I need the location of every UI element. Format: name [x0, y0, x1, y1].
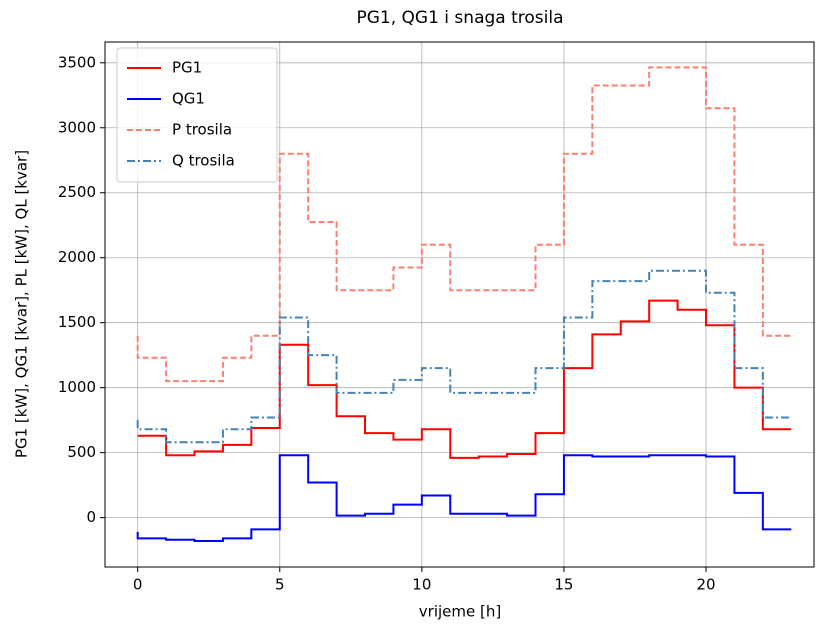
x-tick-label: 20 [696, 576, 715, 594]
y-tick-label: 1000 [58, 378, 96, 396]
y-tick-label: 3500 [58, 53, 96, 71]
y-axis-label: PG1 [kW], QG1 [kvar], PL [kW], QL [kvar] [13, 150, 31, 458]
y-tick-label: 2000 [58, 248, 96, 266]
legend-box [116, 47, 278, 183]
y-tick-label: 0 [86, 508, 96, 526]
x-tick-label: 10 [412, 576, 431, 594]
step-line [136, 454, 792, 543]
legend-label: P trosila [172, 121, 232, 139]
legend-label: QG1 [172, 90, 205, 108]
legend-label: Q trosila [172, 152, 235, 170]
x-tick-label: 15 [554, 576, 573, 594]
y-tick-label: 2500 [58, 183, 96, 201]
legend-label: PG1 [172, 59, 202, 77]
step-line [136, 66, 792, 383]
step-line [136, 269, 792, 444]
x-axis-label: vrijeme [h] [419, 603, 501, 621]
y-tick-label: 500 [67, 443, 96, 461]
y-tick-label: 1500 [58, 313, 96, 331]
y-tick-label: 3000 [58, 118, 96, 136]
chart-title: PG1, QG1 i snaga trosila [356, 8, 563, 28]
plot-frame [104, 41, 815, 568]
step-line [137, 299, 792, 459]
x-tick-label: 5 [275, 576, 285, 594]
x-tick-label: 0 [133, 576, 143, 594]
